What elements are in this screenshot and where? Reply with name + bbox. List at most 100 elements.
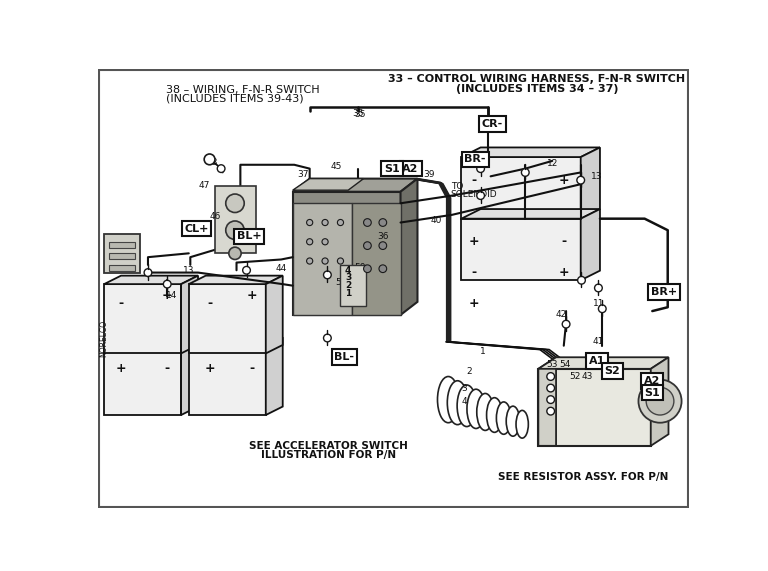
Text: -: - [250, 363, 254, 375]
Text: +: + [247, 289, 257, 302]
Text: 35: 35 [354, 110, 366, 119]
Circle shape [547, 373, 554, 380]
Text: TO: TO [451, 182, 463, 191]
Circle shape [337, 219, 343, 226]
Circle shape [379, 242, 386, 250]
Text: S1: S1 [384, 164, 400, 174]
Circle shape [547, 396, 554, 404]
Circle shape [243, 267, 250, 274]
Ellipse shape [447, 381, 468, 425]
Polygon shape [293, 192, 401, 315]
Circle shape [226, 221, 244, 239]
Text: 50: 50 [354, 263, 366, 272]
Circle shape [322, 219, 328, 226]
Text: A2: A2 [402, 164, 419, 174]
Text: 51: 51 [336, 278, 347, 287]
Text: -: - [471, 174, 476, 187]
Polygon shape [181, 276, 198, 353]
Text: +: + [468, 297, 479, 310]
Circle shape [306, 258, 313, 264]
Ellipse shape [487, 397, 502, 432]
Text: 46: 46 [209, 212, 220, 221]
Polygon shape [189, 337, 283, 345]
Circle shape [578, 276, 585, 284]
Text: -: - [118, 297, 124, 310]
Polygon shape [189, 276, 283, 284]
Text: 52: 52 [570, 372, 581, 381]
Text: 35: 35 [353, 108, 364, 118]
Text: 12: 12 [547, 159, 558, 168]
Text: 33 – CONTROL WIRING HARNESS, F-N-R SWITCH: 33 – CONTROL WIRING HARNESS, F-N-R SWITC… [389, 74, 685, 85]
Polygon shape [401, 179, 418, 315]
Text: 2: 2 [345, 281, 351, 290]
Circle shape [323, 334, 331, 342]
Text: (INCLUDES ITEMS 39-43): (INCLUDES ITEMS 39-43) [166, 94, 303, 104]
Text: BL+: BL+ [237, 231, 261, 242]
Polygon shape [189, 284, 266, 353]
Text: 37: 37 [298, 170, 310, 179]
Polygon shape [462, 219, 581, 280]
Circle shape [547, 384, 554, 392]
Text: 53: 53 [547, 360, 558, 369]
Text: BR-: BR- [465, 154, 486, 164]
Text: 42: 42 [556, 311, 567, 319]
Text: 14: 14 [166, 291, 177, 300]
Text: +: + [558, 266, 569, 279]
Circle shape [646, 387, 674, 415]
Text: 4: 4 [462, 397, 467, 407]
Circle shape [204, 154, 215, 165]
Circle shape [638, 380, 681, 423]
Text: NORELCO: NORELCO [100, 319, 108, 356]
Circle shape [562, 320, 570, 328]
Polygon shape [104, 337, 198, 345]
Circle shape [306, 239, 313, 245]
Bar [215, 186, 256, 254]
Text: 13: 13 [183, 266, 194, 275]
Circle shape [226, 194, 244, 212]
Circle shape [363, 219, 371, 226]
Text: +: + [116, 363, 126, 375]
Polygon shape [104, 276, 198, 284]
Polygon shape [293, 203, 352, 315]
Text: 38 – WIRING, F-N-R SWITCH: 38 – WIRING, F-N-R SWITCH [166, 86, 319, 95]
Circle shape [144, 269, 152, 276]
Text: 48: 48 [206, 158, 217, 167]
Polygon shape [462, 147, 600, 157]
Circle shape [521, 168, 529, 176]
Text: -: - [207, 297, 212, 310]
Polygon shape [104, 284, 181, 353]
Text: +: + [558, 174, 569, 187]
Circle shape [306, 219, 313, 226]
Polygon shape [462, 157, 581, 219]
Text: S2: S2 [604, 366, 620, 376]
Circle shape [379, 219, 386, 226]
Circle shape [363, 265, 371, 272]
Text: 34: 34 [353, 281, 364, 290]
Text: 36: 36 [377, 232, 389, 241]
Text: 3: 3 [462, 384, 467, 393]
Circle shape [337, 258, 343, 264]
Text: A1: A1 [589, 356, 605, 366]
Circle shape [322, 239, 328, 245]
Text: 47: 47 [198, 181, 210, 190]
Circle shape [363, 242, 371, 250]
Text: -: - [471, 266, 476, 279]
Ellipse shape [457, 385, 476, 427]
Circle shape [164, 280, 171, 288]
Circle shape [322, 258, 328, 264]
Text: BR+: BR+ [650, 287, 677, 297]
Text: 40: 40 [431, 216, 442, 226]
Circle shape [598, 305, 606, 312]
Ellipse shape [506, 406, 520, 436]
Ellipse shape [516, 411, 528, 438]
Polygon shape [293, 179, 418, 192]
Polygon shape [266, 337, 283, 415]
Text: ILLUSTRATION FOR P/N: ILLUSTRATION FOR P/N [261, 450, 396, 460]
Circle shape [594, 284, 602, 292]
Ellipse shape [467, 389, 485, 428]
Text: -: - [561, 235, 566, 248]
Polygon shape [581, 147, 600, 219]
Circle shape [323, 271, 331, 279]
Text: A2: A2 [644, 376, 660, 386]
Bar [538, 369, 650, 446]
